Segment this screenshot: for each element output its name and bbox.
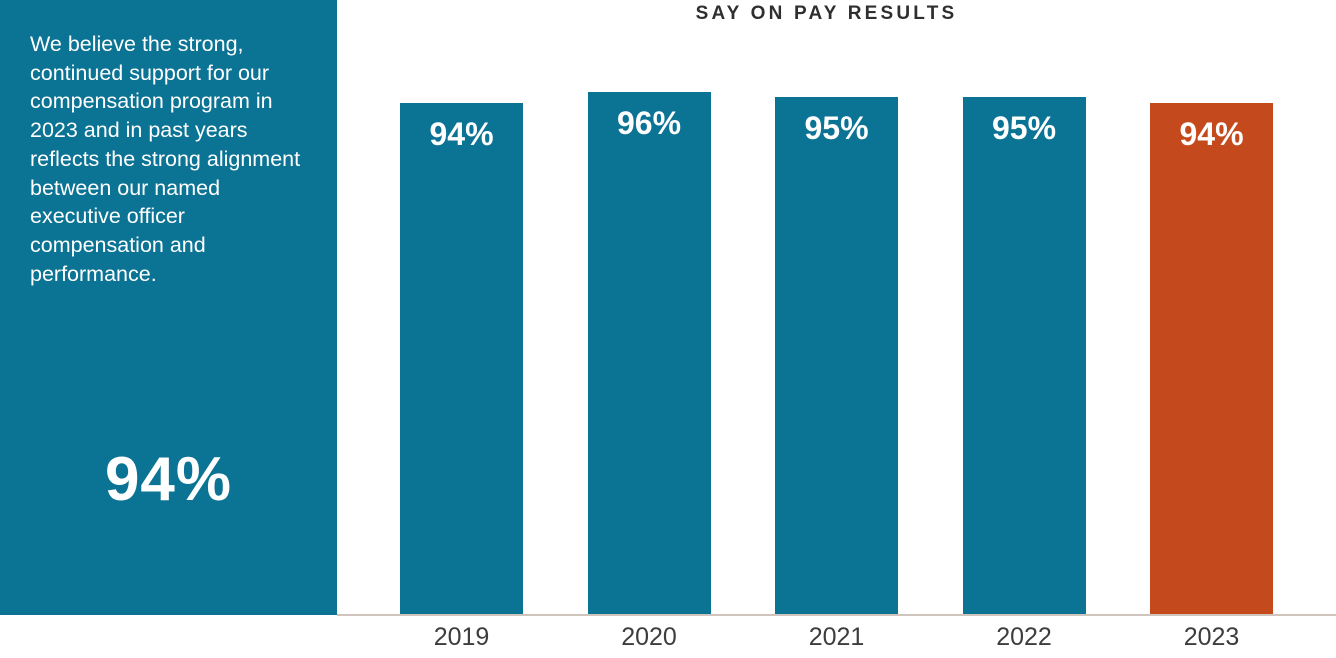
bar-2021: 95%	[775, 97, 898, 615]
bar-chart-plot-area: 94% 96% 95% 95% 94%	[400, 0, 1273, 615]
headline-stat: 94%	[104, 445, 233, 514]
bar-2022: 95%	[962, 97, 1086, 615]
x-tick-2022: 2022	[996, 623, 1052, 651]
bar-value-label: 94%	[1179, 116, 1244, 152]
bar-2023: 94%	[1150, 103, 1273, 615]
x-tick-2023: 2023	[1183, 623, 1240, 651]
x-axis-line	[337, 614, 1336, 616]
bar-2020: 96%	[587, 92, 711, 615]
commentary-text: We believe the strong, continued support…	[30, 32, 301, 286]
bar-value-label: 95%	[804, 110, 869, 146]
x-tick-2020: 2020	[621, 623, 677, 651]
x-tick-2019: 2019	[433, 623, 490, 651]
x-axis-tick-labels: 2019 2020 2021 2022 2023	[400, 623, 1273, 652]
bar-2019: 94%	[400, 103, 523, 615]
bar-value-label: 96%	[616, 105, 682, 141]
x-tick-2021: 2021	[808, 623, 865, 651]
chart-title: SAY ON PAY RESULTS	[695, 3, 958, 24]
bar-value-label: 94%	[429, 116, 494, 152]
bar-value-label: 95%	[991, 110, 1057, 146]
commentary-panel: We believe the strong, continued support…	[0, 0, 337, 615]
